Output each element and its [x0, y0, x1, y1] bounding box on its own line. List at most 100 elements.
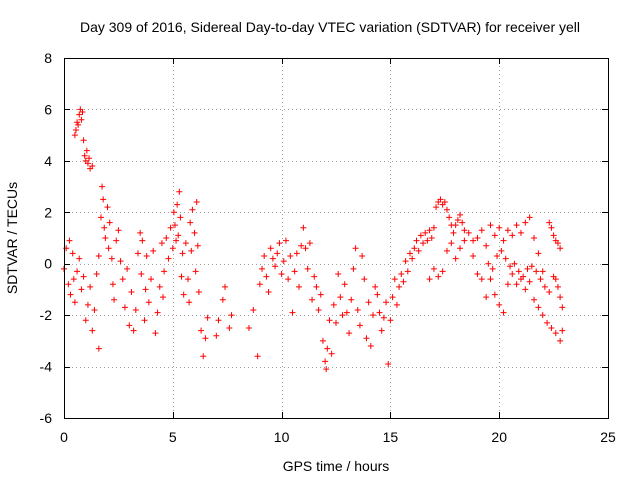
data-point [309, 296, 316, 303]
data-point [552, 330, 559, 337]
data-point [192, 268, 199, 275]
data-point [296, 283, 303, 290]
data-point [415, 247, 422, 254]
data-point [546, 219, 553, 226]
data-point [171, 222, 178, 229]
y-tick-label: -2 [40, 307, 53, 323]
x-tick-label: 10 [274, 429, 290, 445]
data-point [346, 330, 353, 337]
data-point [269, 255, 276, 262]
data-point [263, 273, 270, 280]
plot-frame [64, 58, 609, 419]
data-point [531, 235, 538, 241]
data-point [557, 294, 564, 301]
x-tick-label: 0 [60, 429, 68, 445]
data-point [76, 255, 83, 262]
data-point [474, 235, 481, 241]
data-point [539, 268, 546, 275]
x-tick-label: 20 [491, 429, 507, 445]
data-point [404, 268, 411, 275]
data-point [261, 253, 268, 259]
grid-lines [64, 58, 608, 418]
data-point [222, 283, 229, 290]
data-point [328, 350, 335, 357]
data-point [204, 314, 211, 321]
data-point [213, 332, 220, 339]
data-point [507, 263, 514, 270]
data-point [406, 250, 413, 257]
data-point [350, 265, 357, 272]
data-point [158, 240, 165, 247]
data-point [95, 253, 102, 259]
data-point [121, 304, 128, 311]
data-point [500, 309, 507, 316]
data-point [200, 353, 207, 360]
data-point [317, 291, 324, 298]
data-point [335, 271, 342, 277]
data-point [182, 240, 189, 247]
data-point [100, 196, 107, 203]
data-point [496, 301, 503, 308]
data-point [76, 111, 83, 118]
data-point [74, 119, 81, 126]
data-point [348, 296, 355, 303]
data-point [186, 299, 193, 306]
data-point [452, 255, 459, 262]
data-point [139, 237, 146, 244]
chart-title: Day 309 of 2016, Sidereal Day-to-day VTE… [80, 19, 580, 35]
data-point [554, 240, 561, 247]
data-point [448, 240, 455, 247]
data-point [67, 291, 74, 298]
data-point [245, 325, 252, 331]
data-point [337, 294, 344, 301]
data-point [280, 258, 287, 265]
data-point [504, 281, 511, 288]
data-point [89, 163, 96, 169]
data-point [359, 253, 366, 259]
data-point [289, 309, 296, 316]
data-point [433, 204, 440, 211]
data-point [500, 237, 507, 244]
data-point [391, 276, 398, 283]
data-point [424, 237, 431, 244]
data-point [422, 229, 429, 236]
data-point [498, 247, 505, 254]
x-tick-label: 25 [600, 429, 616, 445]
data-point [491, 291, 498, 298]
data-point [522, 219, 529, 226]
data-point [319, 337, 326, 344]
data-point [457, 211, 464, 218]
data-point [483, 294, 490, 301]
data-point [141, 317, 148, 324]
data-point [513, 281, 520, 288]
data-point [79, 109, 86, 115]
data-point [356, 322, 363, 329]
data-point [478, 276, 485, 283]
data-point [535, 304, 542, 311]
y-tick-label: 4 [44, 153, 52, 169]
data-point [354, 307, 361, 313]
data-point [389, 294, 396, 301]
data-point [313, 283, 320, 290]
data-point [437, 196, 444, 203]
data-point [465, 229, 472, 236]
data-point [83, 147, 90, 154]
data-point [156, 283, 163, 290]
data-point [179, 250, 186, 257]
data-point [137, 229, 144, 236]
data-point [383, 299, 390, 306]
data-point [402, 258, 409, 265]
data-point [150, 247, 157, 254]
data-point [282, 237, 289, 244]
data-point [511, 260, 518, 267]
data-point [187, 219, 194, 226]
data-point [75, 121, 82, 128]
data-point [496, 224, 503, 231]
data-point [343, 309, 350, 316]
data-point [80, 137, 87, 144]
data-point [411, 245, 418, 252]
data-point [478, 227, 485, 234]
data-point [487, 222, 494, 229]
data-point [106, 219, 113, 226]
